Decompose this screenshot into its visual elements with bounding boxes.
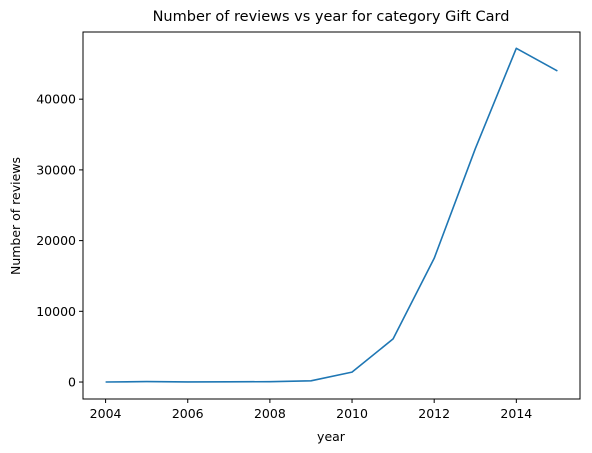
y-tick-label: 0 (68, 375, 76, 390)
x-tick-label: 2006 (172, 406, 204, 421)
x-axis: 2004 2006 2008 2010 2012 2014 (90, 399, 532, 421)
y-tick-label: 20000 (36, 233, 76, 248)
y-axis: 0 10000 20000 30000 40000 (36, 92, 83, 390)
chart-title: Number of reviews vs year for category G… (153, 9, 510, 25)
series-line (105, 47, 558, 383)
plot-area (82, 31, 581, 400)
x-tick-label: 2008 (254, 406, 286, 421)
y-axis-label: Number of reviews (8, 157, 23, 275)
x-tick-label: 2004 (90, 406, 122, 421)
x-tick-label: 2014 (500, 406, 532, 421)
y-tick-label: 10000 (36, 304, 76, 319)
x-tick-label: 2012 (418, 406, 450, 421)
y-tick-label: 40000 (36, 92, 76, 107)
x-axis-label: year (317, 429, 346, 444)
y-tick-label: 30000 (36, 162, 76, 177)
axes-frame (82, 31, 581, 400)
x-tick-label: 2010 (336, 406, 368, 421)
